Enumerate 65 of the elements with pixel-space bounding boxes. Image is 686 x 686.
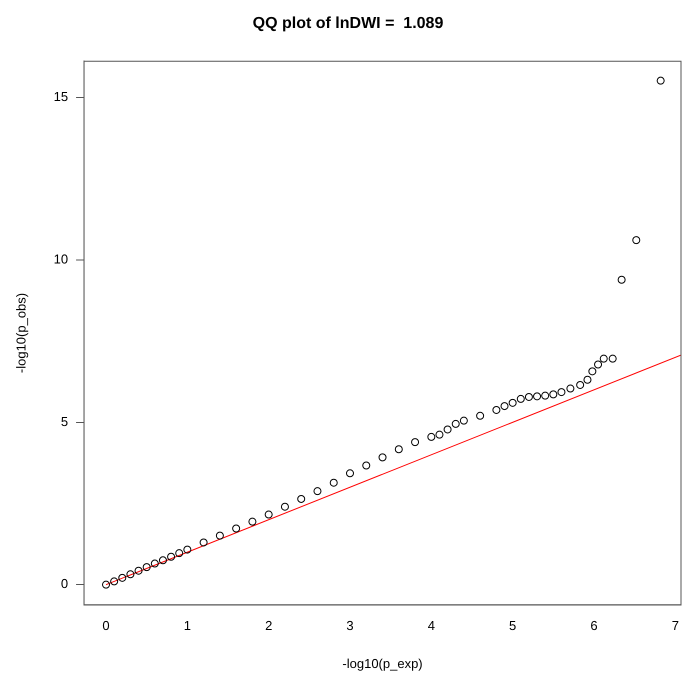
point [632,236,640,244]
point [557,388,566,396]
x-tick-label: 5 [509,618,516,634]
chart-title: QQ plot of lnDWI = 1.089 [252,15,444,32]
point [232,524,240,532]
point [460,416,468,425]
point [102,580,110,589]
y-tick-label: 15 [54,89,68,104]
x-tick-label: 3 [346,618,354,634]
point [297,494,306,503]
point [508,398,517,407]
point [362,461,370,470]
point [608,354,617,363]
point [200,538,208,546]
y-tick-label: 5 [60,414,68,429]
x-tick-label: 2 [265,618,272,634]
point [656,76,665,85]
point [411,438,420,446]
point [150,560,159,568]
point [492,406,500,414]
point [549,390,558,398]
point [476,412,484,420]
point [618,276,626,284]
point [583,376,592,384]
point [516,394,525,403]
point [330,478,338,487]
point [452,420,460,428]
point [444,425,452,434]
point [175,549,184,558]
point [533,392,542,400]
point [594,360,602,368]
y-axis-title: -log10(p_obs) [13,292,28,374]
point [158,556,167,564]
y-tick-label: 10 [54,252,68,267]
point [264,510,273,519]
point [280,502,289,511]
point [576,380,584,389]
x-axis-title: -log10(p_exp) [342,656,423,671]
point [500,402,509,410]
point [126,570,134,578]
point [110,577,118,586]
point [427,432,436,441]
point [524,392,533,401]
point [600,354,608,363]
point [183,546,192,554]
point [346,469,354,478]
point [541,392,550,400]
y-tick-label: 0 [60,576,68,592]
x-tick-label: 0 [102,618,110,634]
point [313,487,322,496]
point [134,566,143,575]
point [378,453,387,462]
point [167,552,176,561]
point [248,518,256,526]
x-tick-label: 4 [428,618,435,634]
point [435,430,444,439]
point [566,384,574,393]
point [588,367,596,376]
x-tick-label: 1 [184,618,191,634]
point [394,445,403,454]
point [216,532,224,540]
x-tick-label: 6 [590,618,598,634]
point [118,574,126,582]
x-tick-label: 7 [672,618,679,634]
point [142,563,151,572]
